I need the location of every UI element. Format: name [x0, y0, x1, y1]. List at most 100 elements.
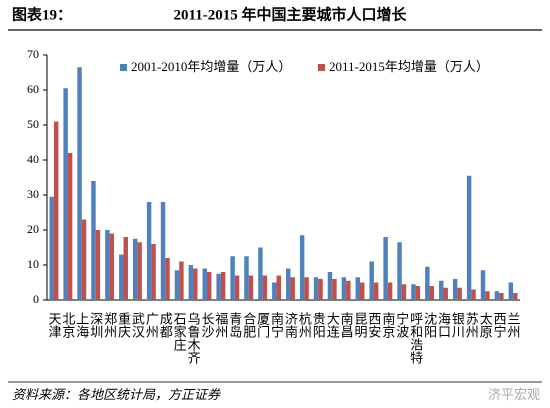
x-tick-label: 杭州: [297, 312, 312, 338]
bar: [160, 202, 166, 300]
bar: [439, 280, 444, 300]
bar: [119, 254, 124, 300]
x-tick-label: 厦门: [255, 312, 270, 338]
bar: [206, 272, 212, 300]
legend-swatch: [120, 64, 127, 71]
legend-label: 2001-2010年均增量（万人）: [131, 59, 291, 74]
x-tick-label: 成都: [158, 312, 173, 338]
bar: [332, 279, 337, 300]
bar: [230, 256, 235, 300]
x-tick-label: 沈阳: [422, 312, 437, 338]
bar: [415, 286, 421, 300]
bar: [286, 268, 291, 300]
bar: [67, 153, 73, 300]
bar: [91, 181, 96, 300]
chart-label: 图表19：: [12, 5, 72, 23]
bar: [276, 275, 281, 300]
bar: [299, 235, 305, 300]
bar: [77, 67, 82, 300]
bar: [425, 266, 430, 300]
x-tick-label: 西安: [366, 312, 381, 338]
y-tick-label: 30: [27, 187, 39, 201]
x-tick-label: 武汉: [130, 312, 145, 338]
bar: [244, 256, 249, 300]
bar: [151, 244, 156, 300]
bar: [234, 275, 240, 300]
bar: [327, 272, 333, 300]
x-tick-label: 西宁: [492, 312, 507, 338]
y-tick-label: 20: [27, 222, 39, 236]
bar: [341, 277, 347, 300]
y-tick-label: 60: [27, 82, 39, 96]
watermark: 济平宏观: [488, 387, 540, 402]
bar: [346, 280, 351, 300]
x-tick-label: 重庆: [116, 311, 131, 338]
x-tick-label: 苏州: [464, 311, 479, 338]
x-tick-label: 贵阳: [311, 312, 326, 338]
bar: [272, 282, 277, 300]
bar: [313, 277, 319, 300]
x-tick-label: 上海: [74, 312, 89, 338]
bar: [457, 287, 462, 300]
bar: [179, 261, 184, 300]
bar: [63, 88, 68, 300]
bar: [109, 233, 115, 300]
x-tick-label: 海口: [436, 312, 451, 338]
bar: [387, 282, 393, 300]
bar: [81, 219, 87, 300]
bar: [53, 121, 59, 300]
legend-label: 2011-2015年均增量（万人）: [329, 59, 489, 74]
bar: [401, 284, 407, 300]
x-tick-label: 北京: [60, 312, 75, 338]
bar: [373, 282, 379, 300]
bar: [369, 261, 374, 300]
x-tick-label: 长沙: [199, 312, 214, 338]
x-tick-label: 南京: [380, 311, 395, 338]
bar: [397, 242, 402, 300]
x-tick-label: 深圳: [88, 312, 103, 338]
bar: [174, 270, 180, 300]
bar: [499, 293, 504, 300]
bar: [452, 279, 458, 300]
bar: [443, 287, 448, 300]
bar: [383, 237, 388, 300]
y-tick-label: 50: [27, 117, 39, 131]
legend-swatch: [318, 64, 325, 71]
bar: [258, 247, 263, 300]
x-tick-label: 南宁: [269, 311, 284, 338]
x-tick-label: 昆明: [353, 312, 368, 339]
x-tick-label: 广州: [144, 312, 159, 338]
x-tick-label: 呼和浩特: [408, 312, 423, 364]
bar: [248, 275, 254, 300]
bar: [216, 273, 221, 300]
x-tick-label: 石家庄: [172, 312, 187, 352]
bar: [508, 282, 514, 300]
x-tick-label: 兰州: [506, 312, 521, 338]
bar: [304, 277, 309, 300]
bar: [105, 230, 110, 300]
bar: [123, 237, 128, 300]
bar: [429, 286, 435, 300]
bar: [466, 175, 472, 300]
x-tick-label: 乌鲁木齐: [186, 311, 201, 364]
bar: [485, 291, 490, 300]
bar: [165, 258, 170, 300]
chart-title: 2011-2015 年中国主要城市人口增长: [174, 5, 408, 23]
bar: [411, 284, 416, 300]
x-tick-label: 福州: [213, 312, 228, 338]
x-tick-label: 南昌: [339, 311, 354, 338]
bar: [146, 202, 152, 300]
x-tick-label: 郑州: [102, 312, 117, 338]
bar: [355, 277, 361, 300]
x-tick-label: 银川: [450, 312, 465, 338]
x-tick-label: 大连: [325, 312, 340, 339]
bar: [188, 265, 194, 300]
y-tick-label: 10: [27, 257, 39, 271]
y-tick-label: 0: [33, 292, 39, 306]
source: 资料来源：各地区统计局，方正证券: [12, 387, 221, 402]
bar: [202, 268, 207, 300]
x-tick-label: 天津: [46, 312, 61, 338]
x-tick-label: 济南: [283, 312, 298, 338]
bar: [49, 196, 54, 300]
